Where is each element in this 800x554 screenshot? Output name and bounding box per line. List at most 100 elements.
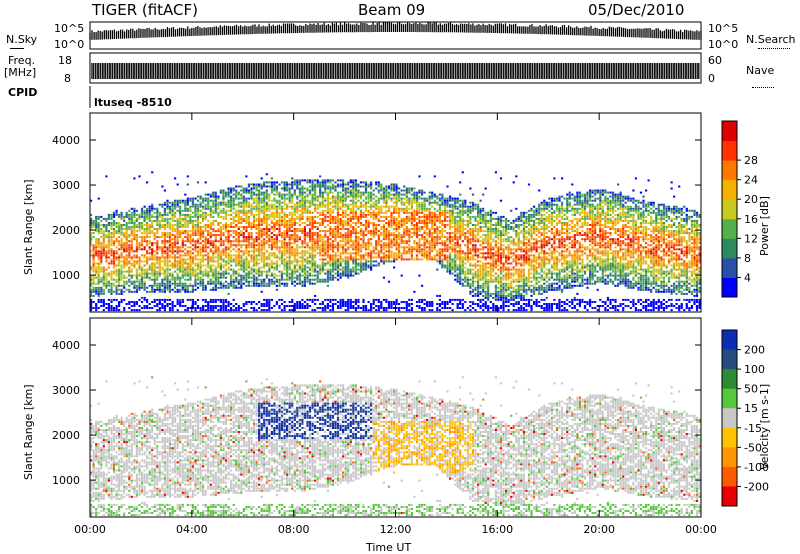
power-cell — [209, 209, 212, 212]
power-cell — [280, 211, 284, 214]
power-cell — [375, 309, 378, 312]
power-cell — [293, 266, 296, 269]
power-cell — [408, 217, 411, 220]
power-cell — [245, 189, 248, 192]
power-cell — [357, 217, 360, 220]
power-cell — [128, 217, 131, 220]
power-cell — [357, 262, 360, 265]
power-cell — [326, 260, 329, 263]
power-cell — [331, 262, 335, 265]
power-cell — [135, 274, 138, 277]
power-cell — [418, 209, 421, 212]
power-cell — [219, 307, 222, 309]
power-cell — [385, 246, 388, 249]
power-cell — [283, 181, 286, 184]
power-cell — [235, 195, 238, 198]
power-cell — [143, 217, 146, 220]
power-cell — [398, 228, 401, 230]
power-cell — [214, 268, 217, 271]
power-cell — [423, 215, 426, 218]
power-cell — [148, 226, 151, 228]
power-cell — [293, 217, 296, 220]
power-cell — [314, 270, 317, 273]
power-cell — [135, 254, 138, 257]
power-cell — [283, 183, 286, 186]
power-cell — [163, 250, 166, 253]
power-cell — [222, 189, 225, 192]
power-cell — [263, 260, 266, 263]
power-cell — [186, 197, 189, 200]
power-cell — [156, 242, 159, 245]
power-cell — [293, 234, 296, 237]
power-cell — [171, 224, 174, 226]
power-cell — [107, 234, 110, 237]
power-cell — [181, 219, 184, 222]
power-cell — [227, 224, 230, 226]
power-cell — [291, 280, 294, 283]
power-cell — [204, 244, 207, 247]
power-cell — [217, 224, 220, 226]
power-cell — [179, 207, 182, 210]
power-cell — [314, 195, 317, 198]
power-cell — [326, 280, 329, 283]
power-cell — [115, 264, 118, 267]
power-cell — [275, 278, 278, 281]
power-cell — [344, 272, 347, 275]
power-cell — [95, 270, 98, 273]
power-cell — [204, 284, 207, 287]
power-cell — [247, 238, 250, 241]
power-cell — [184, 268, 187, 271]
power-cell — [181, 199, 184, 202]
power-cell — [176, 201, 179, 204]
power-cell — [133, 305, 136, 307]
power-cell — [418, 248, 421, 251]
power-cell — [151, 222, 154, 224]
power-cell — [324, 280, 327, 283]
power-cell — [179, 205, 182, 208]
power-cell — [176, 230, 179, 233]
power-cell — [209, 244, 212, 247]
power-cell — [421, 284, 424, 287]
power-cell — [212, 282, 215, 285]
power-cell — [247, 197, 250, 200]
power-cell — [293, 248, 296, 251]
power-cell — [151, 307, 154, 309]
power-cell — [408, 201, 411, 204]
power-cell — [161, 272, 164, 275]
power-cell — [179, 222, 182, 224]
power-cell — [174, 177, 177, 180]
power-cell — [321, 303, 324, 305]
power-cell — [296, 217, 299, 220]
power-cell — [123, 219, 126, 222]
power-cell — [372, 215, 375, 218]
power-cell — [247, 203, 250, 206]
power-cell — [385, 185, 388, 188]
power-cell — [393, 254, 396, 257]
power-cell — [222, 250, 225, 253]
power-cell — [319, 203, 322, 206]
power-cell — [184, 209, 187, 212]
power-cell — [395, 252, 398, 255]
power-cell — [364, 215, 368, 218]
power-cell — [364, 309, 368, 312]
power-cell — [336, 201, 340, 204]
power-cell — [212, 256, 215, 259]
power-cell — [367, 224, 370, 226]
power-cell — [296, 211, 299, 214]
power-cell — [181, 266, 184, 269]
power-cell — [423, 219, 426, 222]
power-cell — [331, 191, 335, 194]
power-cell — [303, 232, 306, 235]
power-cell — [275, 228, 278, 230]
power-cell — [413, 217, 416, 220]
power-cell — [179, 276, 182, 279]
power-cell — [339, 305, 342, 307]
power-cell — [245, 248, 248, 251]
power-cell — [179, 266, 182, 269]
power-cell — [268, 301, 271, 303]
power-cell — [204, 264, 207, 267]
power-cell — [395, 226, 398, 228]
power-cell — [179, 199, 182, 202]
power-cell — [349, 217, 352, 220]
power-cell — [324, 248, 327, 251]
